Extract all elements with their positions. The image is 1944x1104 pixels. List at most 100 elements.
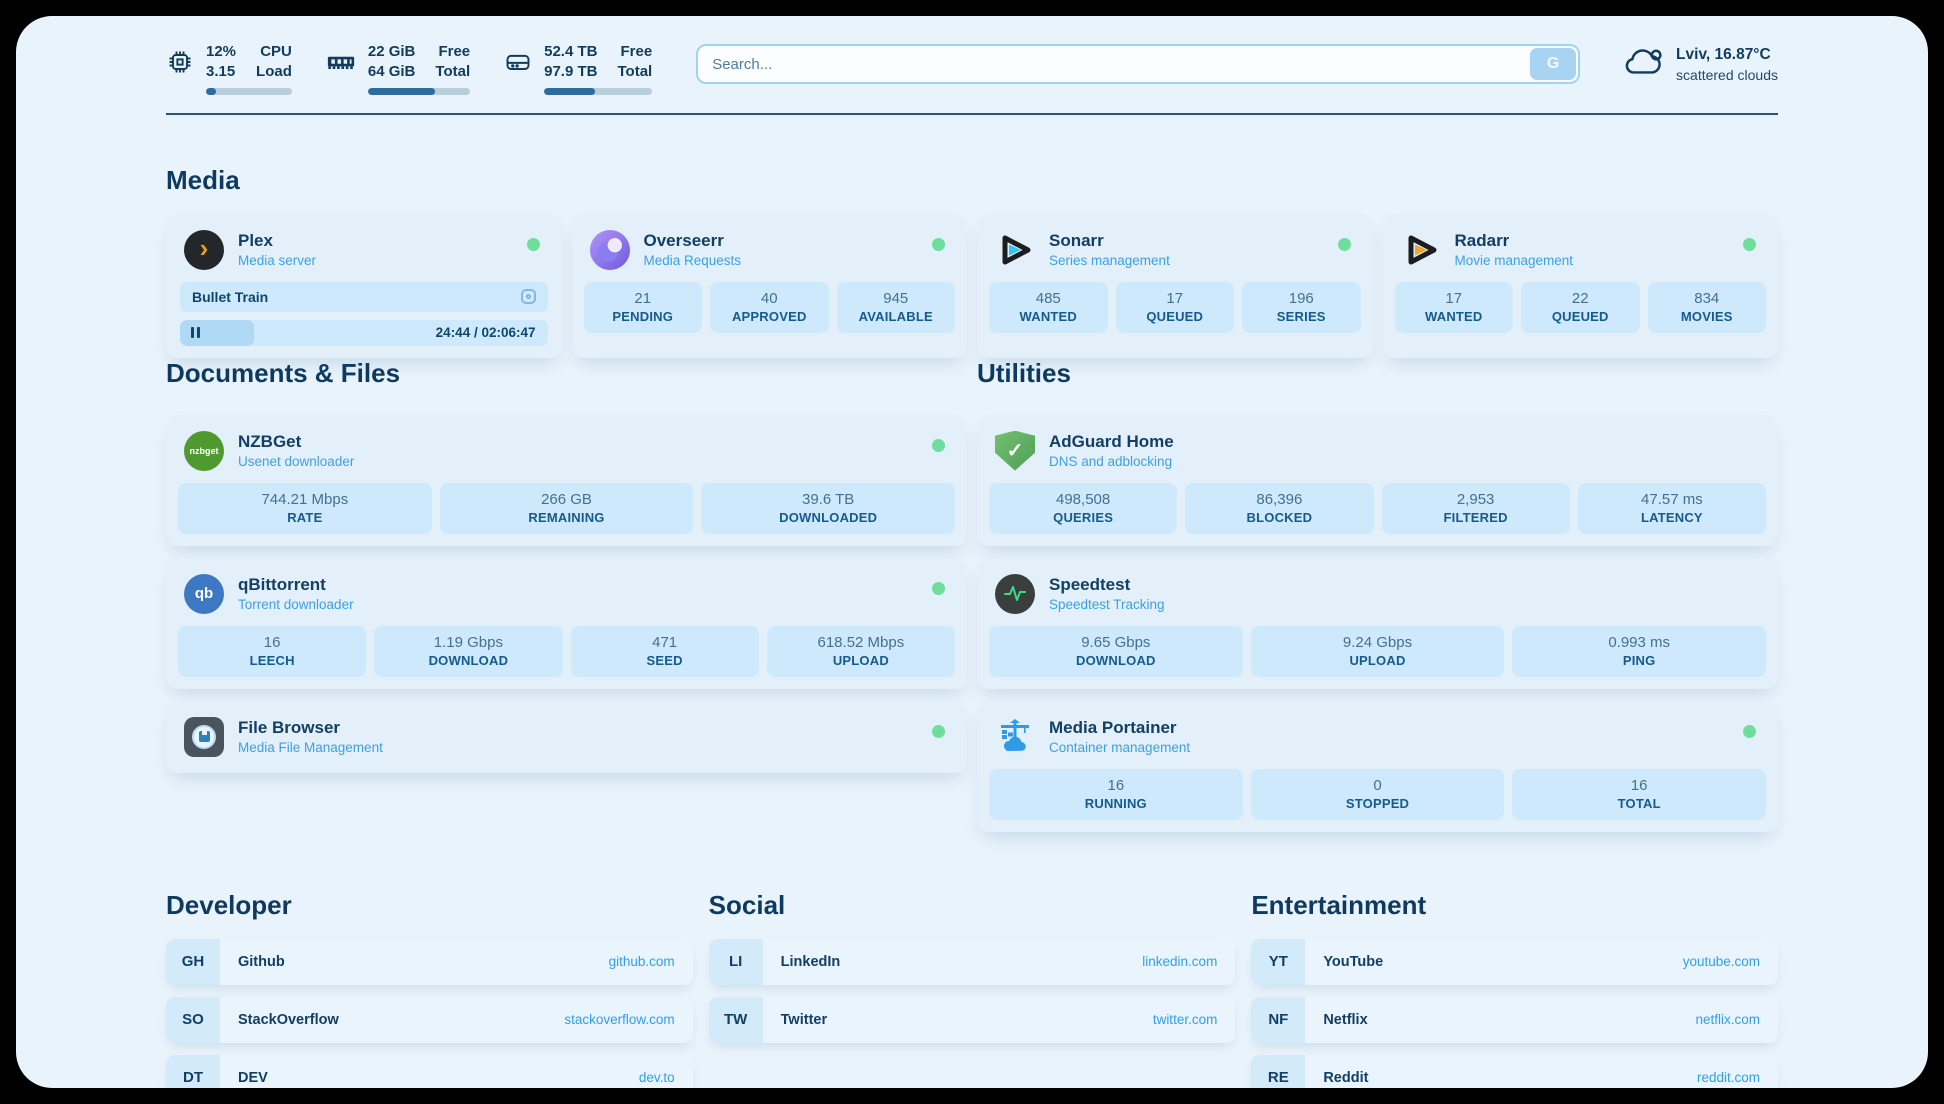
stat-tile: 485 WANTED: [989, 281, 1108, 333]
status-badge-online: [1743, 237, 1756, 251]
adguard-icon: ✓: [995, 430, 1035, 471]
bookmark-dev[interactable]: DT DEV dev.to: [166, 1054, 693, 1088]
stat-label: UPLOAD: [1349, 652, 1406, 668]
stat-value: 945: [883, 289, 909, 307]
session-details-icon[interactable]: [520, 289, 536, 305]
cpu-monitor: 12% 3.15 CPU Load: [166, 42, 292, 95]
stat-tile: 40 APPROVED: [710, 281, 829, 333]
stat-tile: 498,508 QUERIES: [989, 482, 1178, 534]
stat-value: 17: [1166, 289, 1184, 307]
app-subtitle: Series management: [1049, 252, 1170, 268]
bookmark-linkedin[interactable]: LI LinkedIn linkedin.com: [708, 938, 1236, 985]
weather-location-temp: Lviv, 16.87°C: [1676, 45, 1771, 63]
app-title: AdGuard Home: [1049, 431, 1174, 451]
bookmark-url: youtube.com: [1682, 954, 1760, 970]
app-subtitle: Torrent downloader: [238, 596, 354, 612]
app-card-nzbget[interactable]: nzbget NZBGet Usenet downloader 744.21 M…: [166, 414, 967, 546]
stat-tile: 16 TOTAL: [1512, 768, 1767, 820]
bookmark-twitter[interactable]: TW Twitter twitter.com: [708, 996, 1236, 1043]
weather-widget: Lviv, 16.87°C scattered clouds: [1622, 44, 1778, 85]
app-card-portainer[interactable]: Media Portainer Container management 16 …: [977, 700, 1778, 832]
stat-label: SERIES: [1276, 308, 1326, 324]
bookmark-name: StackOverflow: [238, 1011, 339, 1028]
stat-label: SEED: [646, 652, 683, 668]
stat-label: DOWNLOADED: [779, 509, 878, 525]
app-card-plex[interactable]: › Plex Media server Bullet Train 24:44 /…: [166, 213, 562, 358]
bookmark-url: twitter.com: [1152, 1012, 1218, 1028]
bookmark-url: stackoverflow.com: [564, 1012, 675, 1028]
stat-label: LEECH: [249, 652, 295, 668]
stat-tile: 22 QUEUED: [1521, 281, 1640, 333]
cpu-label-top: CPU: [260, 43, 292, 60]
bookmark-youtube[interactable]: YT YouTube youtube.com: [1251, 938, 1778, 985]
bookmark-github[interactable]: GH Github github.com: [166, 938, 693, 985]
memory-free-value: 22 GiB: [367, 43, 416, 60]
app-card-adguard[interactable]: ✓ AdGuard Home DNS and adblocking 498,50…: [977, 414, 1778, 546]
filebrowser-icon: [184, 716, 224, 757]
stat-label: UPLOAD: [832, 652, 889, 668]
bookmark-netflix[interactable]: NF Netflix netflix.com: [1251, 996, 1778, 1043]
app-title: qBittorrent: [238, 574, 326, 594]
bookmark-url: github.com: [608, 954, 675, 970]
disk-label-top: Free: [620, 43, 653, 60]
section-heading-media: Media: [166, 164, 240, 195]
bookmark-abbr-badge: TW: [708, 996, 763, 1043]
section-heading-entertainment: Entertainment: [1251, 889, 1427, 920]
status-badge-online: [526, 237, 540, 251]
app-title: Plex: [238, 230, 273, 250]
stat-tile: 9.65 Gbps DOWNLOAD: [989, 625, 1243, 677]
stat-label: FILTERED: [1443, 509, 1508, 525]
stat-tile: 1.19 Gbps DOWNLOAD: [374, 625, 563, 677]
sonarr-icon: [995, 230, 1035, 270]
bookmark-abbr-badge: LI: [708, 938, 763, 985]
search-input[interactable]: [696, 44, 1581, 84]
stat-value: 744.21 Mbps: [261, 490, 349, 508]
stat-tile: 196 SERIES: [1242, 281, 1361, 333]
cpu-icon: [166, 48, 194, 81]
app-card-filebrowser[interactable]: File Browser Media File Management: [166, 700, 967, 773]
stat-value: 0.993 ms: [1608, 633, 1671, 651]
app-card-sonarr[interactable]: Sonarr Series management 485 WANTED 17 Q…: [977, 213, 1373, 358]
bookmark-name: DEV: [238, 1069, 268, 1086]
weather-condition: scattered clouds: [1676, 66, 1778, 83]
stat-value: 40: [760, 289, 778, 307]
app-card-speedtest[interactable]: Speedtest Speedtest Tracking 9.65 Gbps D…: [977, 557, 1778, 689]
app-subtitle: Speedtest Tracking: [1049, 596, 1165, 612]
search-engine-button[interactable]: G: [1530, 48, 1577, 80]
disk-label-bottom: Total: [617, 62, 653, 80]
app-subtitle: DNS and adblocking: [1049, 453, 1173, 469]
speedtest-icon: [995, 573, 1035, 614]
bookmark-url: dev.to: [638, 1070, 675, 1086]
now-playing-title: Bullet Train: [192, 288, 269, 305]
stat-label: STOPPED: [1345, 795, 1410, 811]
memory-monitor: 22 GiB 64 GiB Free Total: [326, 42, 471, 95]
bookmark-stackoverflow[interactable]: SO StackOverflow stackoverflow.com: [166, 996, 693, 1043]
bookmark-name: YouTube: [1323, 953, 1384, 970]
plex-icon: ›: [184, 229, 224, 270]
pause-icon[interactable]: [191, 327, 200, 339]
stat-label: QUERIES: [1053, 509, 1114, 525]
stat-tile: 945 AVAILABLE: [836, 281, 955, 333]
app-card-qbittorrent[interactable]: qb qBittorrent Torrent downloader 16 LEE…: [166, 557, 967, 689]
stat-tile: 47.57 ms LATENCY: [1577, 482, 1766, 534]
bookmark-name: Netflix: [1323, 1011, 1368, 1028]
portainer-icon: [995, 717, 1035, 757]
app-card-overseerr[interactable]: Overseerr Media Requests 21 PENDING 40 A…: [571, 213, 967, 358]
stat-value: 47.57 ms: [1641, 490, 1703, 508]
stat-label: RATE: [287, 509, 323, 525]
overseerr-icon: [589, 229, 630, 270]
stat-tile: 834 MOVIES: [1647, 281, 1766, 333]
app-card-radarr[interactable]: Radarr Movie management 17 WANTED 22 QUE…: [1382, 213, 1778, 358]
topbar-divider: [166, 112, 1778, 115]
stat-label: TOTAL: [1617, 795, 1661, 811]
app-title: NZBGet: [238, 431, 302, 451]
stat-tile: 16 LEECH: [178, 625, 367, 677]
bookmark-abbr-badge: DT: [166, 1054, 220, 1088]
stat-value: 2,953: [1456, 490, 1495, 508]
cpu-label-bottom: Load: [256, 62, 292, 80]
stat-label: DOWNLOAD: [1076, 652, 1156, 668]
stat-label: PING: [1622, 652, 1656, 668]
bookmark-reddit[interactable]: RE Reddit reddit.com: [1251, 1054, 1778, 1088]
stat-tile: 618.52 Mbps UPLOAD: [766, 625, 955, 677]
